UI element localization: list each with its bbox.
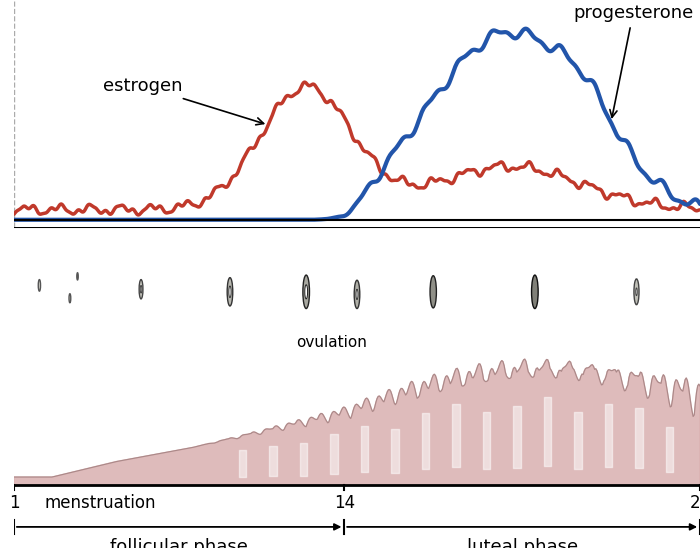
Circle shape [38,279,41,291]
Circle shape [354,280,360,309]
Circle shape [303,275,309,309]
Circle shape [140,286,142,293]
Circle shape [531,275,538,309]
Circle shape [634,279,639,305]
Text: 1: 1 [8,494,20,512]
Circle shape [636,288,637,296]
Text: estrogen: estrogen [103,77,264,125]
Circle shape [139,279,143,299]
Text: luteal phase: luteal phase [467,538,578,548]
Circle shape [356,289,358,300]
Circle shape [77,273,78,280]
Text: 14: 14 [334,494,355,512]
Circle shape [430,276,436,308]
Text: 28: 28 [690,494,700,512]
Text: ovulation: ovulation [296,335,367,350]
Text: follicular phase: follicular phase [110,538,248,548]
Circle shape [69,294,71,302]
Circle shape [228,278,233,306]
Circle shape [229,286,231,298]
Circle shape [304,285,307,299]
Polygon shape [14,359,700,485]
Text: progesterone: progesterone [573,4,693,117]
Text: menstruation: menstruation [45,494,156,512]
